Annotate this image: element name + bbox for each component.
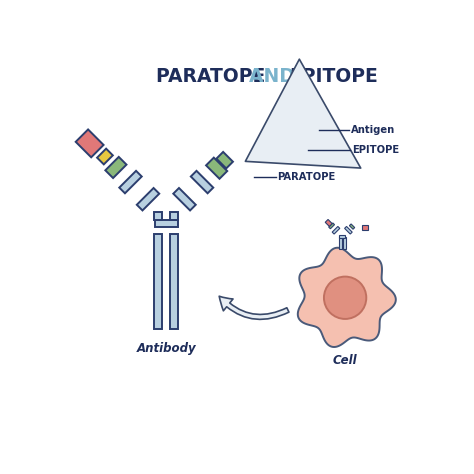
Polygon shape	[283, 143, 308, 157]
Polygon shape	[362, 225, 368, 230]
Polygon shape	[105, 157, 127, 178]
Polygon shape	[191, 171, 213, 193]
Polygon shape	[206, 158, 227, 179]
Polygon shape	[137, 188, 159, 210]
Polygon shape	[298, 248, 396, 347]
Polygon shape	[345, 227, 352, 234]
Polygon shape	[170, 234, 178, 329]
Polygon shape	[173, 188, 196, 210]
Text: Antigen: Antigen	[351, 125, 395, 135]
Polygon shape	[339, 237, 342, 249]
Polygon shape	[76, 129, 104, 157]
Polygon shape	[325, 219, 332, 227]
Polygon shape	[170, 212, 178, 220]
Polygon shape	[339, 235, 346, 238]
Polygon shape	[349, 224, 355, 229]
Text: EPITOPE: EPITOPE	[290, 67, 378, 86]
Text: Antibody: Antibody	[137, 342, 196, 355]
Polygon shape	[154, 234, 162, 329]
Polygon shape	[119, 171, 142, 193]
Polygon shape	[332, 227, 340, 234]
Text: AND: AND	[249, 67, 302, 86]
Polygon shape	[155, 220, 178, 227]
Text: PARATOPE: PARATOPE	[278, 173, 336, 182]
Text: Cell: Cell	[333, 355, 357, 367]
Text: EPITOPE: EPITOPE	[352, 145, 399, 155]
Polygon shape	[217, 152, 233, 168]
Polygon shape	[154, 212, 162, 220]
Polygon shape	[97, 149, 113, 164]
Polygon shape	[280, 118, 319, 142]
Circle shape	[324, 277, 366, 319]
Polygon shape	[328, 223, 335, 229]
Text: PARATOPE: PARATOPE	[156, 67, 272, 86]
FancyArrowPatch shape	[219, 296, 289, 319]
Polygon shape	[343, 237, 346, 249]
